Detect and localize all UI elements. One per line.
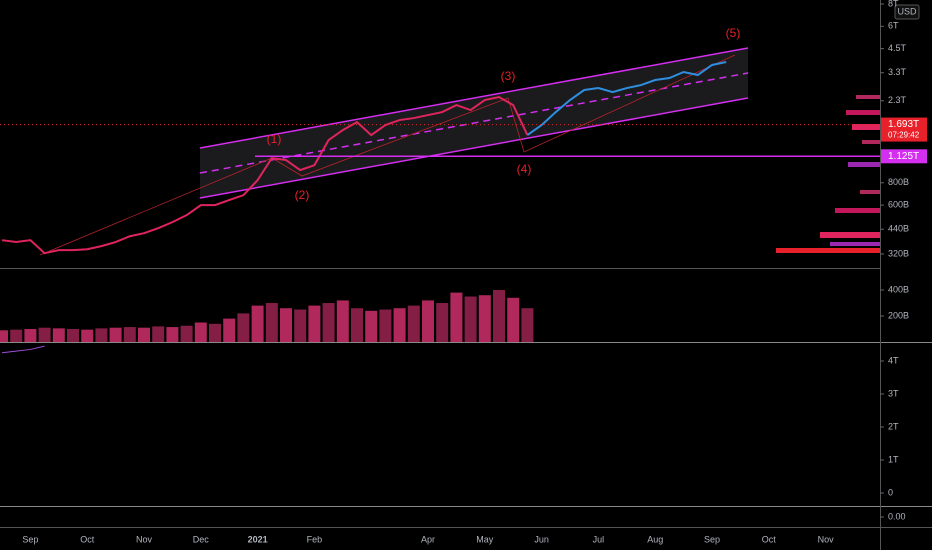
x-tick-label: 2021 <box>248 534 268 544</box>
volume-bar <box>67 329 79 342</box>
volume-bar <box>478 295 491 342</box>
y-tick-label: 4T <box>888 355 899 365</box>
volume-bar <box>251 305 264 342</box>
x-tick-label: Oct <box>762 534 777 544</box>
currency: USD <box>897 6 917 16</box>
wave-label: (2) <box>295 188 310 202</box>
currency-box[interactable] <box>894 4 920 20</box>
y-tick-label: 800B <box>888 177 909 187</box>
x-tick-label: Dec <box>193 534 210 544</box>
y-tick-label: 400B <box>888 284 909 294</box>
channel-mid <box>199 72 749 174</box>
x-tick-label: May <box>476 534 494 544</box>
wave-label: (3) <box>501 69 516 83</box>
volume-bar <box>521 308 534 342</box>
volume-bar <box>38 327 51 342</box>
volume-bar <box>493 290 505 342</box>
volume-bar <box>109 327 122 342</box>
volume-bar <box>280 308 292 342</box>
y-tick-label: 3.3T <box>888 67 907 77</box>
y-tick-label: 1T <box>888 454 899 464</box>
x-tick-label: Sep <box>22 534 38 544</box>
volume-bar <box>422 300 434 342</box>
x-tick-label: Nov <box>136 534 153 544</box>
volume-bar <box>351 308 363 342</box>
y-tick-label: 8T <box>888 0 899 8</box>
price-line <box>1 345 45 354</box>
x-tick-label: Aug <box>647 534 663 544</box>
price-line <box>1 95 529 255</box>
volume-bar <box>0 330 8 342</box>
y-tick-label: 2T <box>888 421 899 431</box>
y-tick-label: 440B <box>888 224 909 234</box>
x-tick-label: Sep <box>704 534 720 544</box>
volume-bar <box>209 323 221 342</box>
x-tick-label: Feb <box>307 534 323 544</box>
price-tag-label: 1.693T <box>888 119 919 130</box>
volume-bar <box>322 303 335 342</box>
x-tick-label: Apr <box>421 534 435 544</box>
y-tick-label: 600B <box>888 199 909 209</box>
x-tick-label: Oct <box>80 534 95 544</box>
countdown: 07:29:42 <box>888 131 920 140</box>
y-tick-label: 320B <box>888 248 909 258</box>
x-tick-label: Nov <box>818 534 835 544</box>
volume-bar <box>365 310 378 342</box>
level-tag <box>881 149 927 164</box>
volume-bar <box>308 305 321 342</box>
volume-bar <box>507 297 520 342</box>
volume-bar <box>237 313 250 342</box>
x-tick-label: Jun <box>534 534 549 544</box>
volume-bar <box>24 329 37 342</box>
wave-lines <box>39 54 736 256</box>
x-tick-label: Jul <box>593 534 605 544</box>
volume-bar <box>10 329 23 342</box>
volume-bar <box>138 327 150 342</box>
y-tick-label: 0 <box>888 487 893 497</box>
volume-bar <box>407 305 420 342</box>
volume-bar <box>294 309 307 342</box>
volume-bar <box>95 328 108 342</box>
price-line <box>526 61 727 136</box>
wave-label: (1) <box>267 132 282 146</box>
volume-bar <box>436 303 449 342</box>
y-tick-label: 4.5T <box>888 43 907 53</box>
volume-bar <box>81 329 94 342</box>
y-tick-label: 0.00 <box>888 511 906 521</box>
volume-bar <box>336 300 349 342</box>
volume-bar <box>166 327 179 342</box>
volume-profile <box>776 95 880 253</box>
volume-bar <box>152 326 165 342</box>
volume-bar <box>180 325 193 342</box>
volume-bar <box>379 309 392 342</box>
volume-bar <box>194 322 207 342</box>
wave-label: (5) <box>726 26 741 40</box>
volume-bar <box>265 303 278 342</box>
y-tick-label: 200B <box>888 310 909 320</box>
volume-bar <box>393 308 406 342</box>
wave-label: (4) <box>517 162 532 176</box>
price-tag <box>881 117 927 142</box>
volume-bar <box>223 318 236 342</box>
volume-bar <box>464 296 477 342</box>
y-tick-label: 2.3T <box>888 95 907 105</box>
channel-lower <box>199 97 749 199</box>
volume-bar <box>123 327 136 342</box>
volume-bar <box>450 292 463 342</box>
level-tag-label: 1.125T <box>888 151 919 162</box>
channel-upper <box>199 47 749 149</box>
y-tick-label: 3T <box>888 388 899 398</box>
y-tick-label: 6T <box>888 21 899 31</box>
volume-bar <box>52 328 65 342</box>
